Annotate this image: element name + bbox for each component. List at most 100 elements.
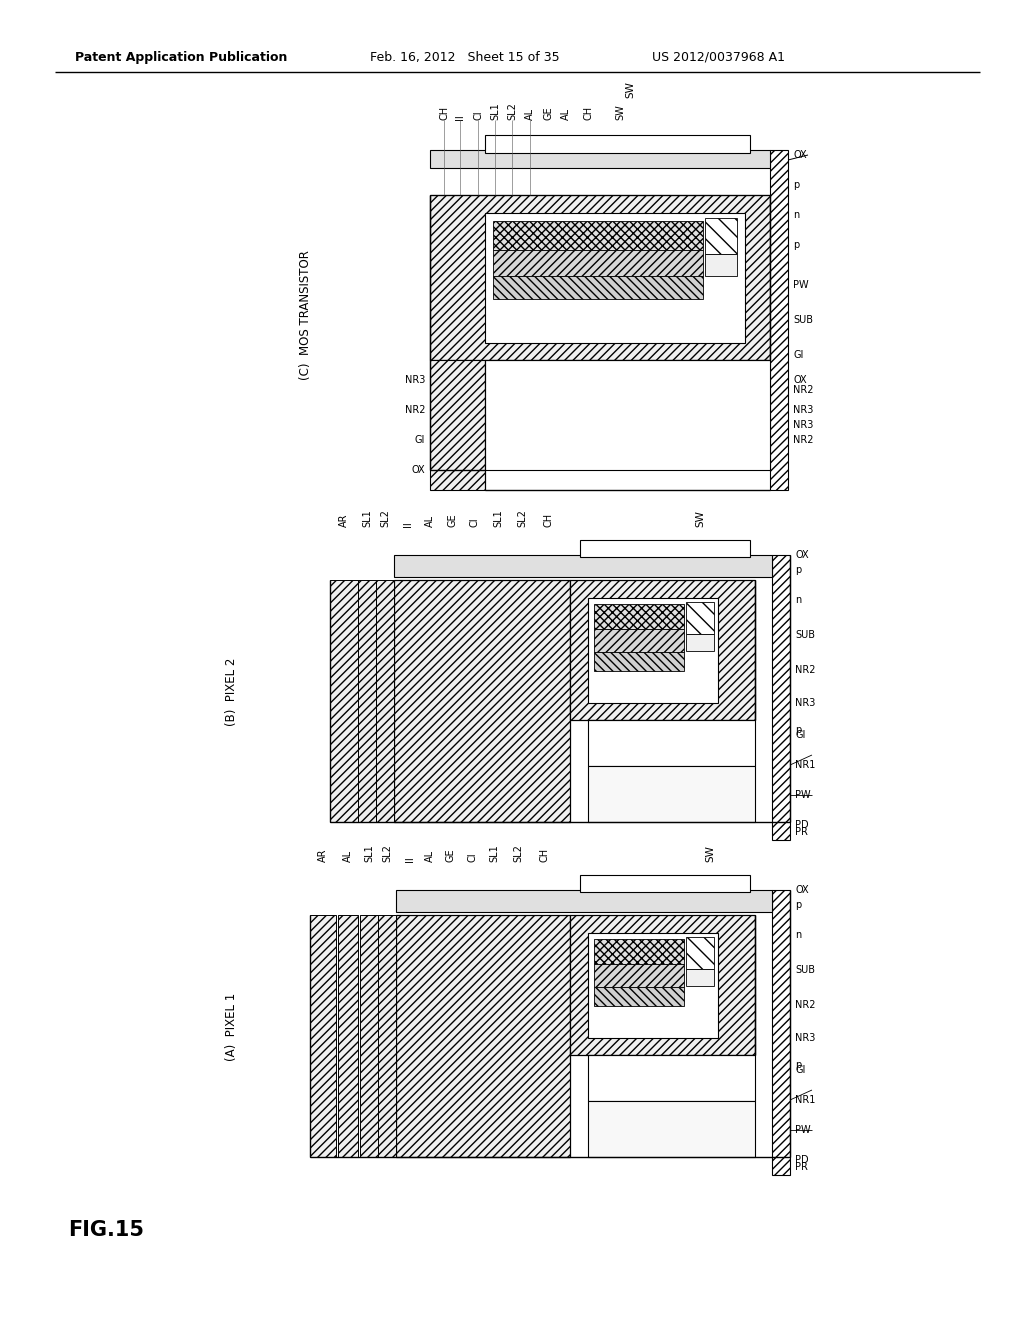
- Text: (C)  MOS TRANSISTOR: (C) MOS TRANSISTOR: [299, 249, 311, 380]
- Text: n: n: [795, 595, 801, 605]
- Bar: [588, 719, 755, 766]
- Text: CH: CH: [543, 513, 553, 527]
- Text: AR: AR: [318, 849, 328, 862]
- Bar: [580, 540, 750, 557]
- Text: GE: GE: [445, 849, 455, 862]
- Text: AL: AL: [425, 850, 435, 862]
- Text: US 2012/0037968 A1: US 2012/0037968 A1: [652, 50, 785, 63]
- Bar: [396, 915, 570, 1158]
- Text: PR: PR: [795, 828, 808, 837]
- Text: SL2: SL2: [517, 510, 527, 527]
- Text: NR3: NR3: [404, 375, 425, 385]
- Text: NR2: NR2: [795, 665, 815, 675]
- Bar: [493, 276, 703, 300]
- Bar: [394, 579, 570, 822]
- Bar: [772, 890, 790, 1175]
- Text: NR3: NR3: [793, 405, 813, 414]
- Text: OX: OX: [795, 550, 809, 560]
- Bar: [338, 915, 358, 1158]
- Text: p: p: [795, 1060, 801, 1071]
- Text: SUB: SUB: [795, 630, 815, 640]
- Text: GI: GI: [793, 350, 804, 360]
- Text: OX: OX: [793, 150, 807, 160]
- Text: SW: SW: [615, 104, 625, 120]
- Bar: [580, 875, 750, 892]
- Text: CH: CH: [540, 847, 550, 862]
- Bar: [588, 766, 755, 822]
- Bar: [376, 579, 394, 822]
- Bar: [493, 220, 703, 249]
- Bar: [394, 554, 772, 577]
- Bar: [430, 360, 485, 490]
- Bar: [686, 634, 714, 651]
- Text: p: p: [793, 180, 800, 190]
- Bar: [588, 933, 718, 1038]
- Bar: [485, 213, 745, 343]
- Bar: [485, 135, 750, 153]
- Text: (B)  PIXEL 2: (B) PIXEL 2: [225, 657, 239, 726]
- Text: SL2: SL2: [513, 843, 523, 862]
- Text: SL2: SL2: [507, 102, 517, 120]
- Text: PD: PD: [795, 820, 809, 830]
- Bar: [594, 987, 684, 1006]
- Text: CH: CH: [439, 106, 449, 120]
- Text: NR1: NR1: [795, 760, 815, 770]
- Text: GE: GE: [543, 107, 553, 120]
- Text: n: n: [793, 210, 800, 220]
- Text: PW: PW: [795, 1125, 811, 1135]
- Text: SL1: SL1: [362, 510, 372, 527]
- Text: PR: PR: [795, 1162, 808, 1172]
- Text: PD: PD: [795, 1155, 809, 1166]
- Text: SUB: SUB: [795, 965, 815, 975]
- Bar: [430, 150, 770, 168]
- Text: SL1: SL1: [364, 845, 374, 862]
- Text: AL: AL: [343, 850, 353, 862]
- Text: SW: SW: [695, 510, 705, 527]
- Text: OX: OX: [793, 375, 807, 385]
- Bar: [705, 218, 737, 255]
- Text: GI: GI: [795, 1065, 805, 1074]
- Bar: [686, 969, 714, 986]
- Bar: [430, 195, 770, 360]
- Text: NR3: NR3: [793, 420, 813, 430]
- Bar: [772, 554, 790, 840]
- Bar: [594, 630, 684, 652]
- Bar: [686, 937, 714, 969]
- Text: SL1: SL1: [493, 510, 503, 527]
- Text: NR2: NR2: [793, 436, 813, 445]
- Bar: [360, 915, 378, 1158]
- Text: SW: SW: [705, 845, 715, 862]
- Bar: [358, 579, 376, 822]
- Text: n: n: [795, 931, 801, 940]
- Bar: [594, 939, 684, 964]
- Bar: [686, 602, 714, 634]
- Text: NR2: NR2: [795, 1001, 815, 1010]
- Text: NR1: NR1: [795, 1096, 815, 1105]
- Text: AL: AL: [561, 108, 571, 120]
- Text: PW: PW: [793, 280, 809, 290]
- Text: SL2: SL2: [380, 510, 390, 527]
- Bar: [396, 890, 772, 912]
- Text: CI: CI: [470, 517, 480, 527]
- Bar: [570, 579, 755, 719]
- Bar: [588, 1055, 755, 1101]
- Text: p: p: [795, 725, 801, 735]
- Bar: [570, 915, 755, 1055]
- Text: NR2: NR2: [793, 385, 813, 395]
- Text: SL1: SL1: [490, 102, 500, 120]
- Text: NR3: NR3: [795, 1034, 815, 1043]
- Text: SUB: SUB: [793, 315, 813, 325]
- Text: NR2: NR2: [404, 405, 425, 414]
- Bar: [493, 249, 703, 276]
- Text: GI: GI: [795, 730, 805, 741]
- Bar: [330, 579, 358, 822]
- Text: CI: CI: [473, 111, 483, 120]
- Text: NR3: NR3: [795, 698, 815, 708]
- Text: PW: PW: [795, 789, 811, 800]
- Text: SW: SW: [625, 82, 635, 99]
- Text: AL: AL: [525, 108, 535, 120]
- Text: AL: AL: [425, 515, 435, 527]
- Text: FIG.15: FIG.15: [68, 1220, 144, 1239]
- Text: OX: OX: [795, 884, 809, 895]
- Bar: [588, 1101, 755, 1158]
